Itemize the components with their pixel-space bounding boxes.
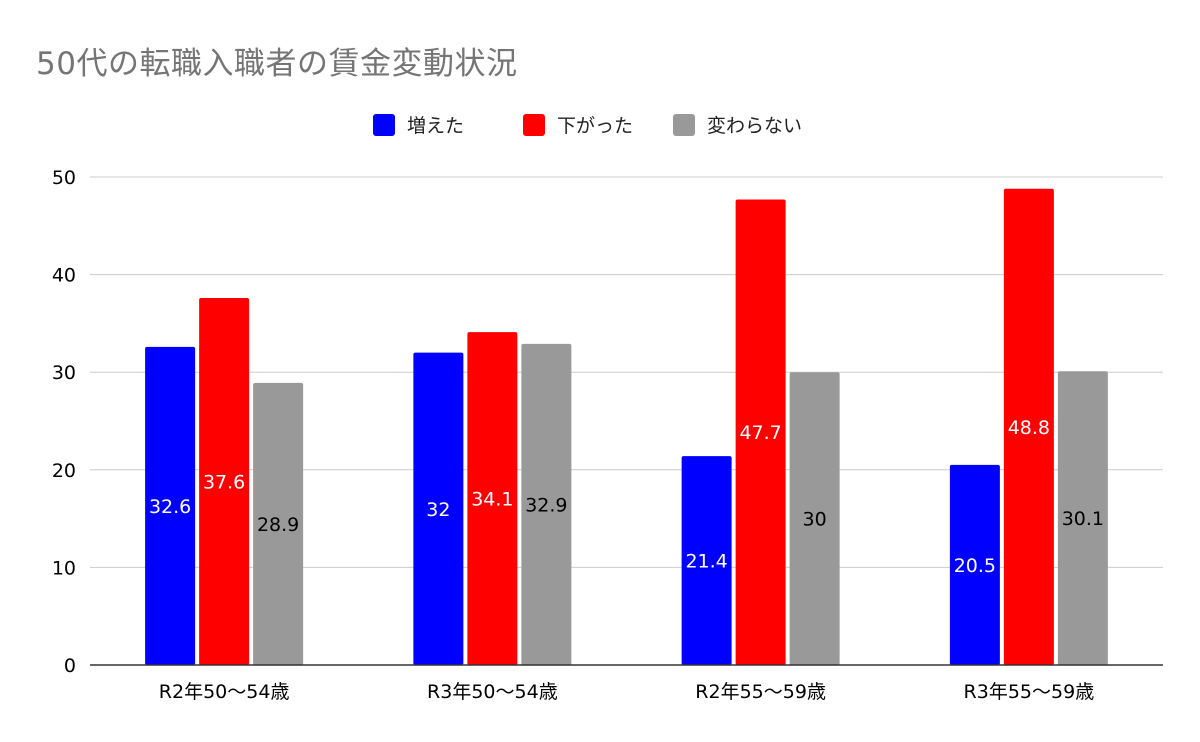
chart-title: 50代の転職入職者の賃金変動状況 — [36, 46, 518, 82]
bar — [681, 456, 732, 665]
data-label: 32.9 — [525, 494, 567, 516]
y-tick-label: 20 — [52, 460, 76, 482]
bar — [949, 464, 1000, 665]
x-tick-label: R2年55～59歳 — [695, 681, 826, 703]
x-tick-label: R2年50～54歳 — [159, 681, 290, 703]
legend-label: 増えた — [407, 115, 464, 137]
data-label: 20.5 — [954, 555, 996, 577]
data-label: 48.8 — [1008, 417, 1050, 439]
x-tick-label: R3年55～59歳 — [964, 681, 1095, 703]
data-label: 47.7 — [739, 422, 781, 444]
legend-swatch — [673, 114, 695, 136]
bar — [199, 298, 250, 665]
bar — [1003, 188, 1054, 665]
x-tick-label: R3年50～54歳 — [427, 681, 558, 703]
data-label: 21.4 — [685, 551, 727, 573]
legend-label: 変わらない — [707, 115, 802, 137]
y-tick-label: 30 — [52, 362, 76, 384]
bar — [789, 372, 840, 665]
bar — [467, 332, 518, 665]
bar — [145, 346, 196, 665]
data-label: 28.9 — [257, 514, 299, 536]
bar — [521, 343, 572, 665]
data-label: 34.1 — [471, 489, 513, 511]
bar — [1057, 371, 1108, 665]
data-label: 30.1 — [1062, 508, 1104, 530]
y-tick-label: 50 — [52, 167, 76, 189]
legend-swatch — [523, 114, 545, 136]
data-label: 37.6 — [203, 472, 245, 494]
legend-label: 下がった — [557, 115, 633, 137]
data-label: 32.6 — [149, 496, 191, 518]
bar — [413, 352, 464, 665]
y-tick-label: 10 — [52, 557, 76, 579]
y-tick-label: 40 — [52, 265, 76, 287]
bar — [253, 382, 304, 665]
bar — [735, 199, 786, 665]
data-label: 30 — [803, 509, 827, 531]
y-tick-label: 0 — [64, 655, 76, 677]
data-label: 32 — [426, 499, 450, 521]
legend-swatch — [373, 114, 395, 136]
